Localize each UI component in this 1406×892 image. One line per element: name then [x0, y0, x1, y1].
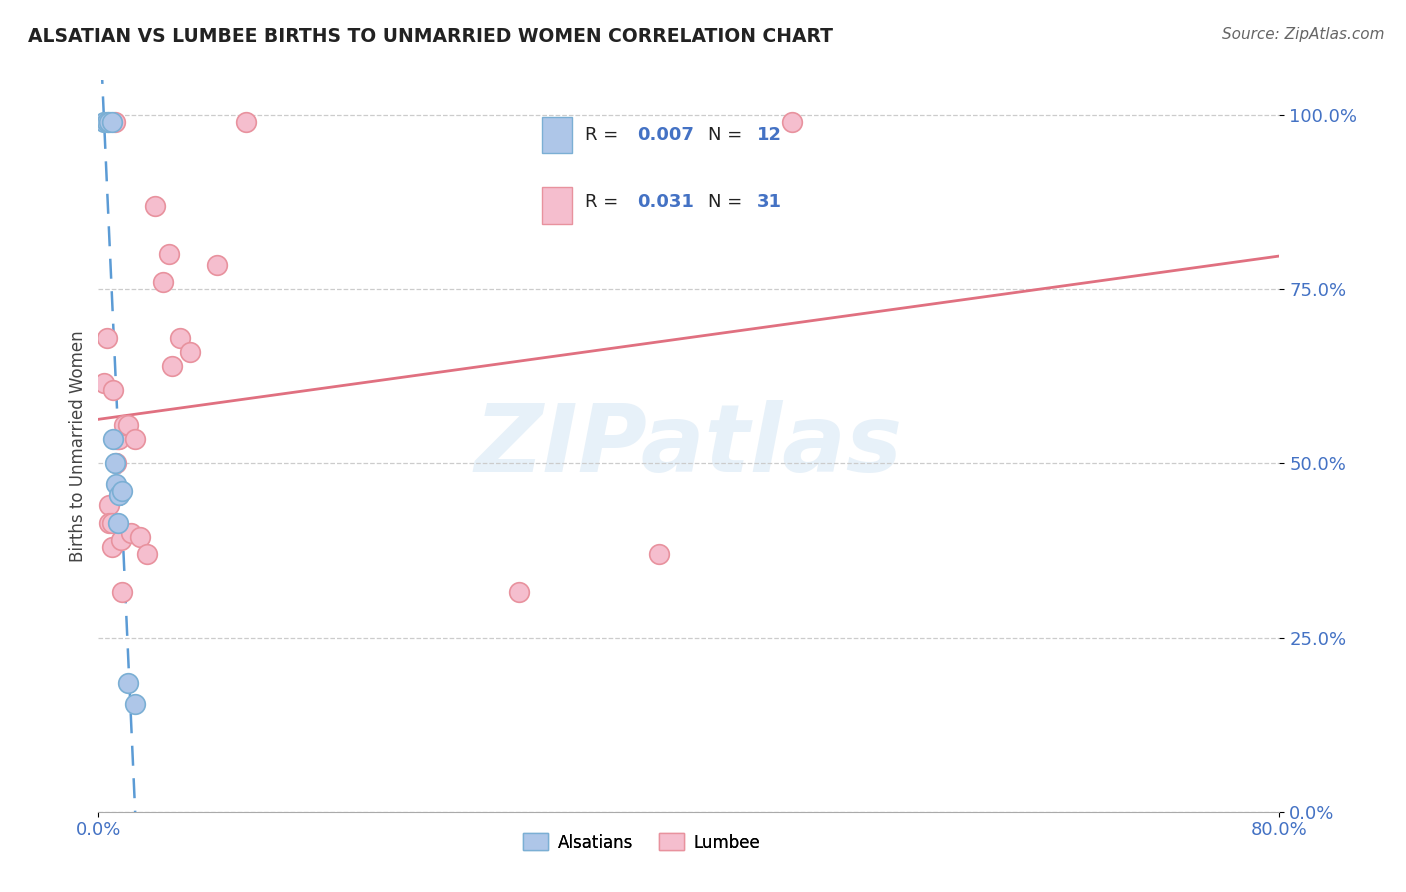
Point — [117, 418, 139, 433]
Point — [100, 115, 122, 129]
Point — [108, 488, 131, 502]
Y-axis label: Births to Unmarried Women: Births to Unmarried Women — [69, 330, 87, 562]
Text: Source: ZipAtlas.com: Source: ZipAtlas.com — [1222, 27, 1385, 42]
Text: ZIPatlas: ZIPatlas — [475, 400, 903, 492]
Point — [111, 484, 134, 499]
Point — [103, 432, 125, 446]
Point — [107, 516, 129, 530]
Point — [103, 384, 125, 398]
Point — [205, 258, 228, 272]
Point — [105, 432, 128, 446]
Point — [97, 516, 120, 530]
Point — [117, 676, 139, 690]
Point — [105, 477, 128, 491]
Point — [104, 457, 127, 471]
Point — [508, 585, 530, 599]
Point — [97, 498, 120, 512]
Point — [235, 115, 257, 129]
Point — [108, 432, 131, 446]
Legend: Alsatians, Lumbee: Alsatians, Lumbee — [516, 827, 766, 858]
Point — [179, 345, 201, 359]
Point — [782, 115, 804, 129]
Point — [96, 115, 118, 129]
Point — [93, 376, 115, 391]
Point — [152, 275, 174, 289]
Point — [97, 115, 120, 129]
Point — [120, 526, 142, 541]
Point — [162, 359, 183, 373]
Point — [124, 697, 146, 711]
Point — [112, 418, 135, 433]
Point — [124, 432, 146, 446]
Point — [93, 115, 115, 129]
Point — [104, 115, 127, 129]
Point — [105, 457, 128, 471]
Point — [648, 547, 671, 561]
Text: ALSATIAN VS LUMBEE BIRTHS TO UNMARRIED WOMEN CORRELATION CHART: ALSATIAN VS LUMBEE BIRTHS TO UNMARRIED W… — [28, 27, 834, 45]
Point — [100, 516, 122, 530]
Point — [110, 533, 132, 547]
Point — [136, 547, 159, 561]
Point — [157, 247, 180, 261]
Point — [111, 585, 134, 599]
Point — [128, 530, 150, 544]
Point — [107, 432, 129, 446]
Point — [100, 540, 122, 554]
Point — [96, 331, 118, 345]
Point — [169, 331, 191, 345]
Point — [143, 199, 166, 213]
